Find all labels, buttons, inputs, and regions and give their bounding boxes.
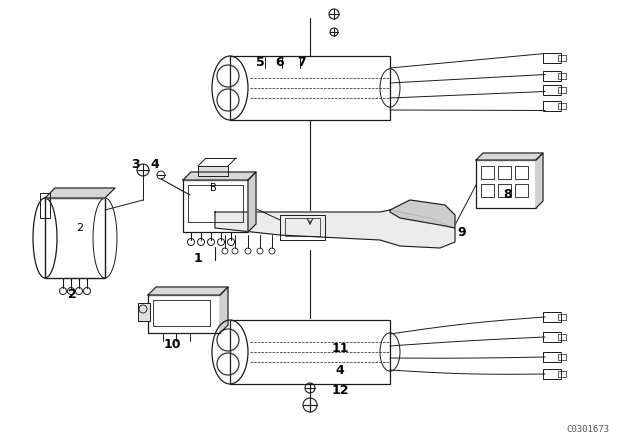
Bar [558,314,566,320]
Bar [285,218,320,236]
Bar [515,184,528,197]
Text: 12: 12 [332,383,349,396]
Text: B: B [210,183,216,193]
Bar [148,295,220,333]
Bar [230,320,390,384]
Bar [138,303,150,321]
Text: 2: 2 [68,289,76,302]
Bar [230,56,390,120]
Text: 7: 7 [298,56,307,69]
Bar [543,352,561,362]
Text: 3: 3 [131,159,140,172]
Text: 4: 4 [150,159,159,172]
Bar [558,371,566,377]
Polygon shape [215,210,455,248]
Text: 9: 9 [458,225,467,238]
Text: C0301673: C0301673 [566,426,609,435]
Bar [481,184,494,197]
Bar [481,166,494,179]
Polygon shape [248,172,256,232]
Text: 10: 10 [163,339,180,352]
Bar [476,160,536,208]
Bar [188,185,243,222]
Bar [45,198,105,278]
Bar [183,180,248,232]
Polygon shape [476,153,543,160]
Polygon shape [45,188,115,198]
Bar [498,184,511,197]
Text: 8: 8 [504,189,512,202]
Text: 5: 5 [255,56,264,69]
Bar [558,354,566,360]
Bar [543,85,561,95]
Bar [198,166,228,176]
Bar [153,300,210,326]
Bar [558,87,566,93]
Text: 1: 1 [194,251,202,264]
Bar [280,215,325,240]
Polygon shape [536,153,543,208]
Bar [558,334,566,340]
Polygon shape [148,287,228,295]
Bar [498,166,511,179]
Polygon shape [183,172,256,180]
Bar [515,166,528,179]
Bar [543,332,561,342]
Bar [558,55,566,61]
Text: 4: 4 [335,363,344,376]
Bar [543,71,561,81]
Bar [40,193,50,218]
Bar [543,53,561,63]
Bar [543,312,561,322]
Polygon shape [220,287,228,333]
Text: 11: 11 [332,341,349,354]
Polygon shape [390,200,455,228]
Text: 6: 6 [276,56,284,69]
Bar [558,73,566,79]
Bar [543,369,561,379]
Bar [558,103,566,109]
Bar [543,101,561,111]
Text: 2: 2 [76,223,84,233]
